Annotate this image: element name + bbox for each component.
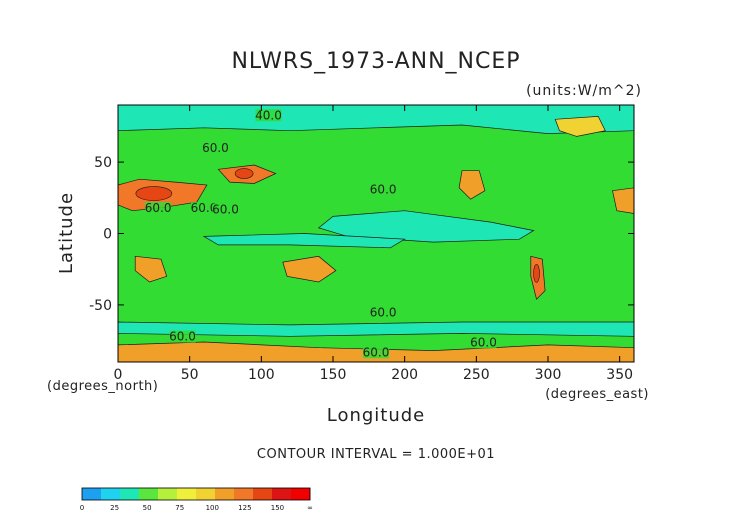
colorbar-swatch [177, 488, 197, 500]
contour-label-bg [363, 346, 389, 359]
x-unit-label: (degrees_east) [545, 387, 649, 402]
contour-label: 60.0 [470, 335, 497, 349]
contour-label: 60.0 [363, 345, 390, 359]
colorbar-tick-label: 75 [175, 504, 184, 512]
x-tick-label: 300 [535, 367, 562, 383]
x-tick-label: 0 [114, 367, 123, 383]
contour-label: 60.0 [202, 141, 229, 155]
x-tick-label: 250 [463, 367, 490, 383]
region-equatorial-band-pacific [317, 210, 535, 243]
region-australia [282, 255, 337, 283]
colorbar-swatch [120, 488, 140, 500]
x-tick-label: 50 [181, 367, 199, 383]
colorbar-tick-label: 25 [110, 504, 119, 512]
contour-label-bg [202, 142, 229, 155]
contour-interval-label: CONTOUR INTERVAL = 1.000E+01 [257, 447, 495, 462]
x-tick-label: 350 [606, 367, 633, 383]
plot-area: 40.060.060.060.060.060.060.060.060.060.0 [118, 105, 634, 362]
x-tick-label: 150 [320, 367, 347, 383]
x-axis-label: Longitude [327, 405, 426, 426]
region-north-polar-band [118, 105, 634, 134]
contour-label: 40.0 [255, 108, 282, 122]
colorbar-tick-label: ∞ [307, 504, 313, 512]
units-label: (units:W/m^2) [526, 83, 642, 99]
contour-label: 60.0 [191, 201, 218, 215]
x-tick-label: 200 [391, 367, 418, 383]
contour-label: 60.0 [212, 203, 239, 217]
colorbar-tick-label: 50 [143, 504, 152, 512]
y-axis-label: Latitude [56, 192, 77, 274]
region-north-america-west [458, 170, 486, 200]
contour-label-bg [255, 109, 282, 122]
y-tick-label: 50 [94, 155, 112, 171]
contour-label-bg [212, 203, 239, 216]
y-tick-label: -50 [89, 298, 112, 314]
chart-title: NLWRS_1973-ANN_NCEP [231, 49, 520, 74]
contour-label-bg [370, 183, 397, 196]
colorbar-swatch [215, 488, 235, 500]
contour-label-bg [370, 306, 397, 319]
contour-label: 60.0 [370, 183, 397, 197]
region-mexico-us-southwest [612, 187, 634, 214]
colorbar-swatch [101, 488, 121, 500]
region-greenland [554, 116, 606, 137]
contour-label-bg [191, 202, 217, 215]
core-sahara-arabia [135, 186, 173, 201]
colorbar-tick-label: 150 [271, 504, 284, 512]
core-andes [533, 264, 540, 283]
x-axis-ticks: 0 50 100 150 200 250 300 350 [114, 105, 633, 383]
contour-label: 60.0 [145, 201, 172, 215]
contour-label: 60.0 [370, 305, 397, 319]
region-southern-africa [134, 255, 168, 283]
colorbar-swatch [291, 488, 311, 500]
contour-label: 60.0 [169, 330, 196, 344]
colorbar-swatch [234, 488, 254, 500]
colorbar-swatch [82, 488, 102, 500]
colorbar-swatch [139, 488, 159, 500]
y-tick-label: 0 [103, 227, 112, 243]
x-tick-label: 100 [248, 367, 275, 383]
y-unit-label: (degrees_north) [47, 379, 158, 394]
colorbar-swatch [272, 488, 292, 500]
contour-label-bg [470, 336, 497, 349]
core-central-asia [234, 168, 254, 179]
colorbar-tick-label: 125 [238, 504, 251, 512]
y-axis-ticks: 50 0 -50 [89, 155, 634, 314]
region-equatorial-band-pacific [202, 233, 406, 249]
contour-label-bg [169, 330, 196, 343]
colorbar-swatch [158, 488, 178, 500]
colorbar: 0 25 50 75 100 125 150 ∞ [80, 487, 313, 512]
contour-label-bg [145, 202, 172, 215]
colorbar-tick-label: 0 [80, 504, 84, 512]
colorbar-tick-label: 100 [206, 504, 219, 512]
colorbar-frame [81, 487, 311, 501]
colorbar-swatch [253, 488, 273, 500]
colorbar-swatch [196, 488, 216, 500]
